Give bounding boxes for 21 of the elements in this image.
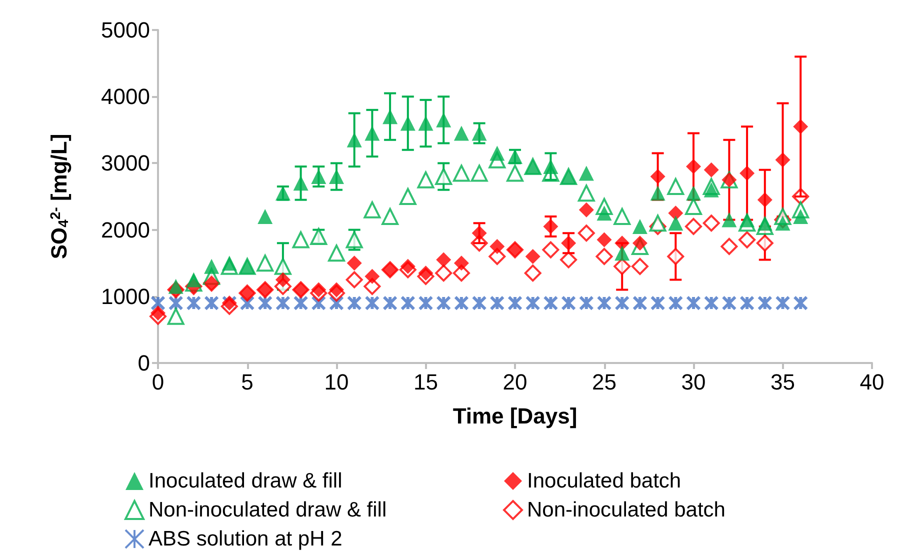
- x-tick-label: 30: [681, 370, 706, 394]
- x-tick-label: 25: [592, 370, 616, 394]
- x-tick-label: 10: [324, 370, 349, 394]
- y-tick-label: 5000: [101, 18, 150, 42]
- y-tick-label: 4000: [101, 84, 150, 110]
- legend-label: Inoculated batch: [527, 470, 682, 492]
- legend-label: ABS solution at pH 2: [148, 528, 342, 550]
- y-tick-label: 0: [138, 350, 150, 376]
- x-tick-label: 20: [502, 370, 528, 394]
- legend-label: Inoculated draw & fill: [148, 470, 342, 492]
- x-tick-label: 35: [770, 370, 795, 394]
- y-axis-title: SO42- [mg/L]: [46, 134, 72, 260]
- legend-label: Non-inoculated draw & fill: [148, 498, 387, 522]
- y-tick-label: 2000: [101, 217, 150, 242]
- y-tick-label: 1000: [101, 284, 150, 309]
- y-tick-label: 3000: [101, 150, 150, 176]
- x-tick-label: 40: [860, 370, 884, 394]
- x-tick-label: 5: [241, 370, 254, 394]
- legend-label: Non-inoculated batch: [527, 498, 726, 522]
- x-tick-label: 15: [414, 370, 438, 394]
- x-axis-title: Time [Days]: [452, 404, 578, 428]
